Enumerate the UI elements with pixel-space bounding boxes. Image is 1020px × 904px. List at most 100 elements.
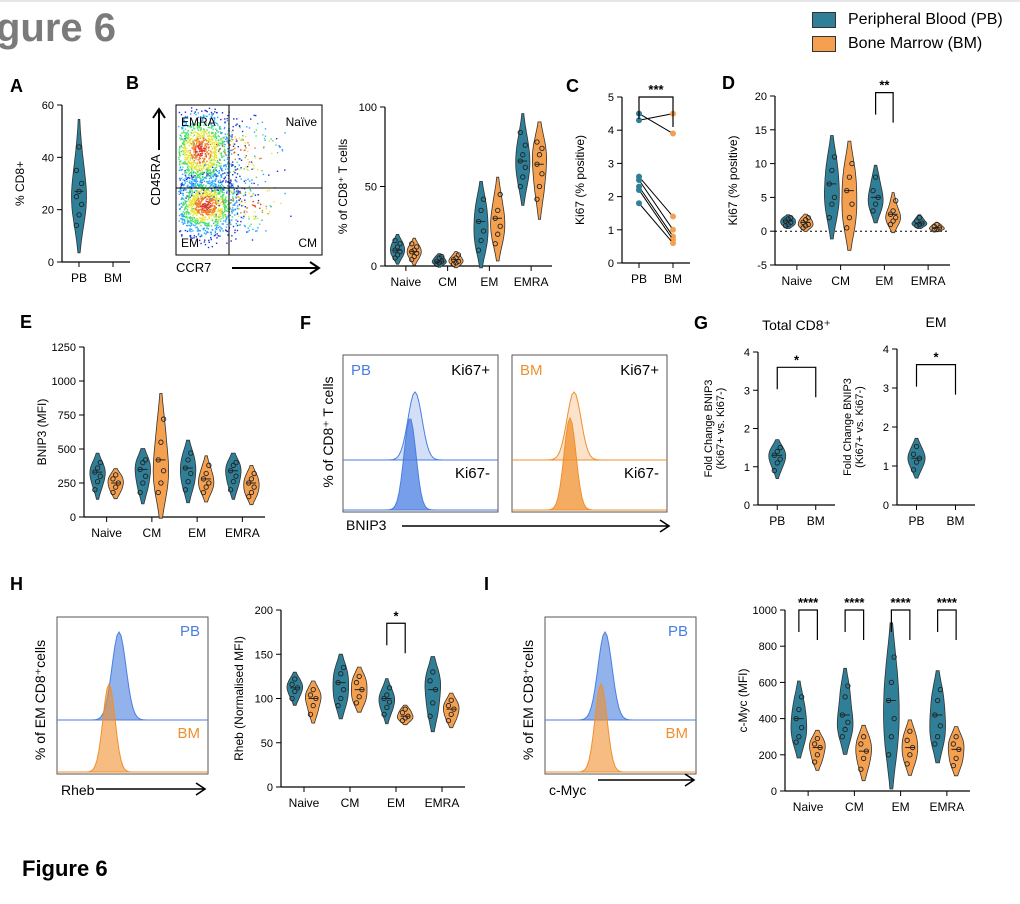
flow-event [203,227,205,230]
flow-event [211,195,213,197]
data-point-H [445,717,452,724]
flow-event [232,125,234,128]
flow-event [228,193,231,196]
flow-event [225,218,228,220]
data-point-D [846,215,853,221]
flow-event [221,191,223,193]
flow-event [200,154,202,156]
flow-event [214,154,216,157]
flow-event [247,178,249,180]
flow-event [201,198,204,200]
flow-event [226,158,229,160]
flow-event [205,207,208,209]
flow-event [223,127,226,130]
flow-event [233,188,235,191]
flow-event [226,117,228,120]
data-point-I [842,726,848,733]
flow-event [247,158,249,161]
y-axis-label-G1: Fold Change BNIP3 [703,380,715,478]
flow-event [249,189,251,191]
flow-event [203,150,206,152]
flow-event [196,177,198,179]
flow-event [193,179,195,181]
flow-event [205,185,207,187]
flow-event [189,153,191,155]
data-point-I [953,755,959,762]
flow-event [220,189,222,191]
flow-event [208,239,210,242]
flow-event [233,151,236,153]
flow-event [215,217,217,219]
flow-event [213,145,215,147]
flow-event [188,198,190,200]
data-point-G1 [774,460,780,466]
data-point-I [796,706,802,713]
flow-event [238,125,241,127]
violin-E-PB-EM [180,439,197,504]
flow-event [214,232,216,234]
flow-event [196,134,199,136]
flow-event [187,130,189,132]
flow-event [195,218,198,220]
flow-event [198,124,201,127]
flow-event [199,162,201,164]
flow-event [183,152,186,155]
flow-event [187,212,189,214]
flow-event [246,211,248,213]
flow-event [194,166,197,169]
flow-event [234,179,237,181]
data-point-I [888,679,895,686]
flow-event [196,154,198,157]
flow-event [224,118,226,120]
flow-event [255,114,257,117]
flow-event [202,178,205,180]
flow-event [189,196,191,199]
violin-G1-PB-PB [768,439,787,479]
flow-event [244,206,246,208]
flow-event [200,217,202,219]
data-point-G1 [777,456,783,462]
flow-event [178,156,180,159]
flow-event [261,219,263,221]
flow-event [223,149,226,151]
data-point-I [885,752,892,758]
flow-event [204,216,207,218]
histogram-bm-i [545,682,696,773]
flow-event [195,154,197,157]
flow-event [218,170,220,172]
flow-event [193,149,195,151]
flow-event [215,139,217,141]
flow-event [221,228,223,230]
y-tick-label-C: 0 [608,258,614,270]
flow-event [211,164,213,166]
flow-event [190,155,193,157]
flow-event [179,164,181,166]
x-tick-label-C: BM [664,272,682,286]
flow-event [193,172,195,174]
data-point-B [492,241,498,247]
flow-event [214,180,217,182]
histogram-bm-h [57,682,208,773]
data-point-E [142,457,149,463]
flow-event [215,154,218,156]
histogram-tag-pb-h: PB [180,623,200,640]
flow-event [188,204,191,206]
flow-event [205,153,207,155]
flow-event [200,150,202,152]
flow-event [211,196,214,198]
flow-event [214,197,216,199]
flow-event [219,127,222,130]
flow-event [214,143,216,145]
flow-event [211,173,213,176]
flow-event [196,163,198,165]
flow-event [203,114,205,116]
flow-event [219,131,221,133]
flow-event [195,182,197,184]
flow-event [197,227,199,230]
flow-event [223,200,225,202]
flow-event [200,167,203,170]
flow-event [205,196,207,198]
flow-event [221,181,224,183]
flow-event [188,216,190,219]
flow-event [203,190,205,192]
